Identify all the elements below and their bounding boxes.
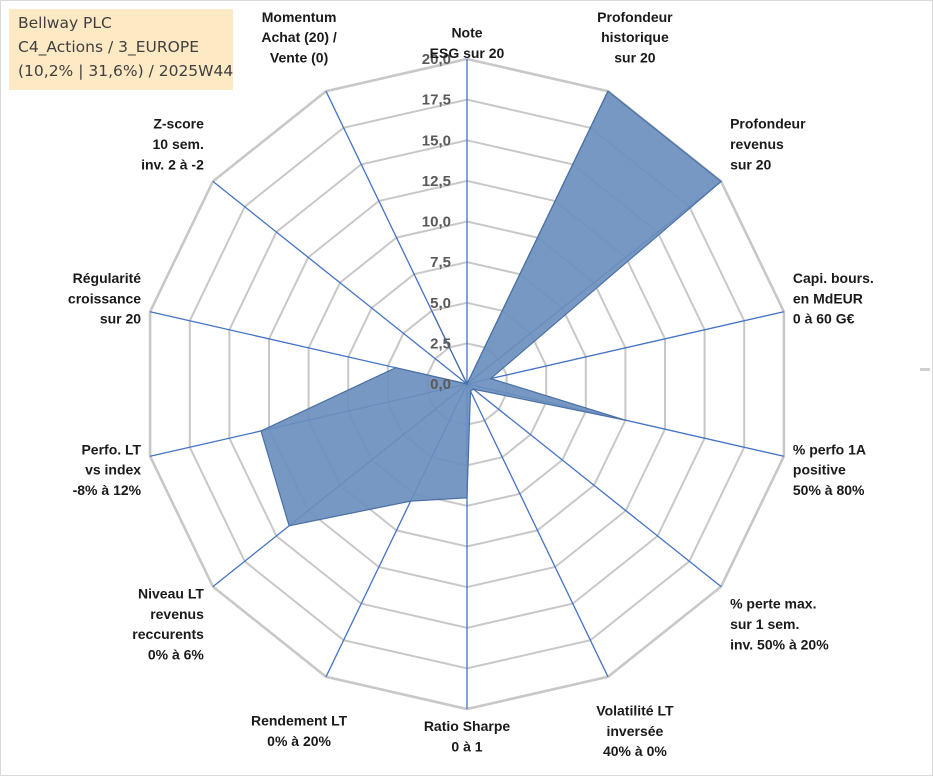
info-box: Bellway PLC C4_Actions / 3_EUROPE (10,2%…: [9, 9, 233, 90]
axis-label-line: sur 20: [730, 156, 771, 172]
scroll-marker: [920, 368, 930, 371]
axis-label-line: Momentum: [262, 9, 337, 25]
tick-label: 5,0: [430, 295, 451, 312]
axis-label-line: 10 sem.: [153, 136, 204, 152]
axis-label: Niveau LT revenus reccurents 0% à 6%: [132, 586, 204, 663]
axis-label: Z-score 10 sem. inv. 2 à -2: [141, 116, 204, 173]
radar-series: [260, 90, 723, 527]
axis-spoke: [212, 180, 468, 385]
axis-label-line: Profondeur: [730, 116, 806, 132]
axis-label-line: reccurents: [132, 626, 204, 642]
axis-label-line: en MdEUR: [793, 290, 863, 306]
axis-label: Profondeur revenus sur 20: [730, 116, 806, 173]
axis-label-line: Capi. bours.: [793, 270, 874, 286]
axis-label-line: 0% à 20%: [267, 733, 331, 749]
axis-label-line: Ratio Sharpe: [424, 718, 511, 734]
axis-label-line: ESG sur 20: [430, 45, 505, 61]
tick-label: 7,5: [430, 254, 451, 271]
tick-label: 12,5: [422, 173, 451, 190]
axis-label-line: 0% à 6%: [148, 647, 205, 663]
axis-label-line: inversée: [606, 723, 663, 739]
axis-label-line: Profondeur: [597, 9, 673, 25]
axis-label-line: revenus: [150, 606, 204, 622]
axis-label-line: croissance: [68, 290, 141, 306]
axis-spoke: [466, 383, 722, 588]
axis-label-line: Rendement LT: [251, 713, 348, 729]
axis-spoke: [466, 383, 609, 678]
axis-label: Perfo. LT vs index -8% à 12%: [73, 441, 142, 498]
axis-label-line: Régularité: [73, 270, 142, 286]
data-area: [260, 90, 723, 527]
axis-label-line: % perfo 1A: [793, 441, 866, 457]
tick-label: 10,0: [422, 214, 451, 231]
axis-label-line: 0 à 1: [451, 738, 482, 754]
axis-label-line: -8% à 12%: [73, 482, 142, 498]
radar-axis-labels: Note ESG sur 20 Profondeur historique sur 20…: [68, 9, 874, 759]
axis-label: Rendement LT 0% à 20%: [251, 713, 348, 749]
axis-label-line: vs index: [85, 462, 141, 478]
axis-label-line: sur 1 sem.: [730, 616, 799, 632]
tick-label: 2,5: [430, 335, 451, 352]
axis-label-line: Niveau LT: [138, 586, 204, 602]
axis-label-line: Volatilité LT: [596, 703, 674, 719]
axis-label-line: 0 à 60 G€: [793, 311, 855, 327]
axis-label-line: % perte max.: [730, 596, 816, 612]
axis-label: Note ESG sur 20: [430, 25, 505, 61]
axis-label-line: inv. 2 à -2: [141, 156, 204, 172]
axis-label: Capi. bours. en MdEUR 0 à 60 G€: [793, 270, 874, 327]
tick-label: 15,0: [422, 132, 451, 149]
axis-label-line: positive: [793, 462, 846, 478]
axis-label: Régularité croissance sur 20: [68, 270, 141, 327]
axis-label: % perfo 1A positive 50% à 80%: [793, 441, 866, 498]
axis-label-line: sur 20: [100, 311, 141, 327]
axis-label-line: Achat (20) /: [261, 29, 337, 45]
axis-label-line: revenus: [730, 136, 784, 152]
axis-label: Ratio Sharpe 0 à 1: [424, 718, 511, 754]
axis-spoke: [466, 311, 785, 385]
axis-label-line: 50% à 80%: [793, 482, 865, 498]
axis-label-line: 40% à 0%: [603, 743, 667, 759]
tick-label: 0,0: [430, 376, 451, 393]
tick-label: 17,5: [422, 92, 451, 109]
axis-label: Profondeur historique sur 20: [597, 9, 673, 66]
axis-label: Momentum Achat (20) / Vente (0): [261, 9, 337, 66]
stats-line: (10,2% | 31,6%) / 2025W44: [18, 62, 234, 80]
axis-label-line: historique: [601, 29, 669, 45]
axis-label-line: Perfo. LT: [81, 441, 141, 457]
axis-label-line: inv. 50% à 20%: [730, 636, 829, 652]
axis-label-line: sur 20: [614, 49, 655, 65]
category-path: C4_Actions / 3_EUROPE: [18, 38, 199, 56]
axis-label: % perte max. sur 1 sem. inv. 50% à 20%: [730, 596, 829, 653]
axis-label: Volatilité LT inversée 40% à 0%: [596, 703, 674, 760]
axis-label-line: Vente (0): [270, 49, 328, 65]
tick-label: 20,0: [422, 51, 451, 68]
axis-label-line: Note: [451, 25, 482, 41]
company-name: Bellway PLC: [18, 14, 112, 32]
axis-label-line: Z-score: [153, 116, 204, 132]
radar-tick-labels: 0,0 2,5 5,0 7,5 10,0 12,5 15,0 17,5 20,0: [422, 51, 451, 393]
